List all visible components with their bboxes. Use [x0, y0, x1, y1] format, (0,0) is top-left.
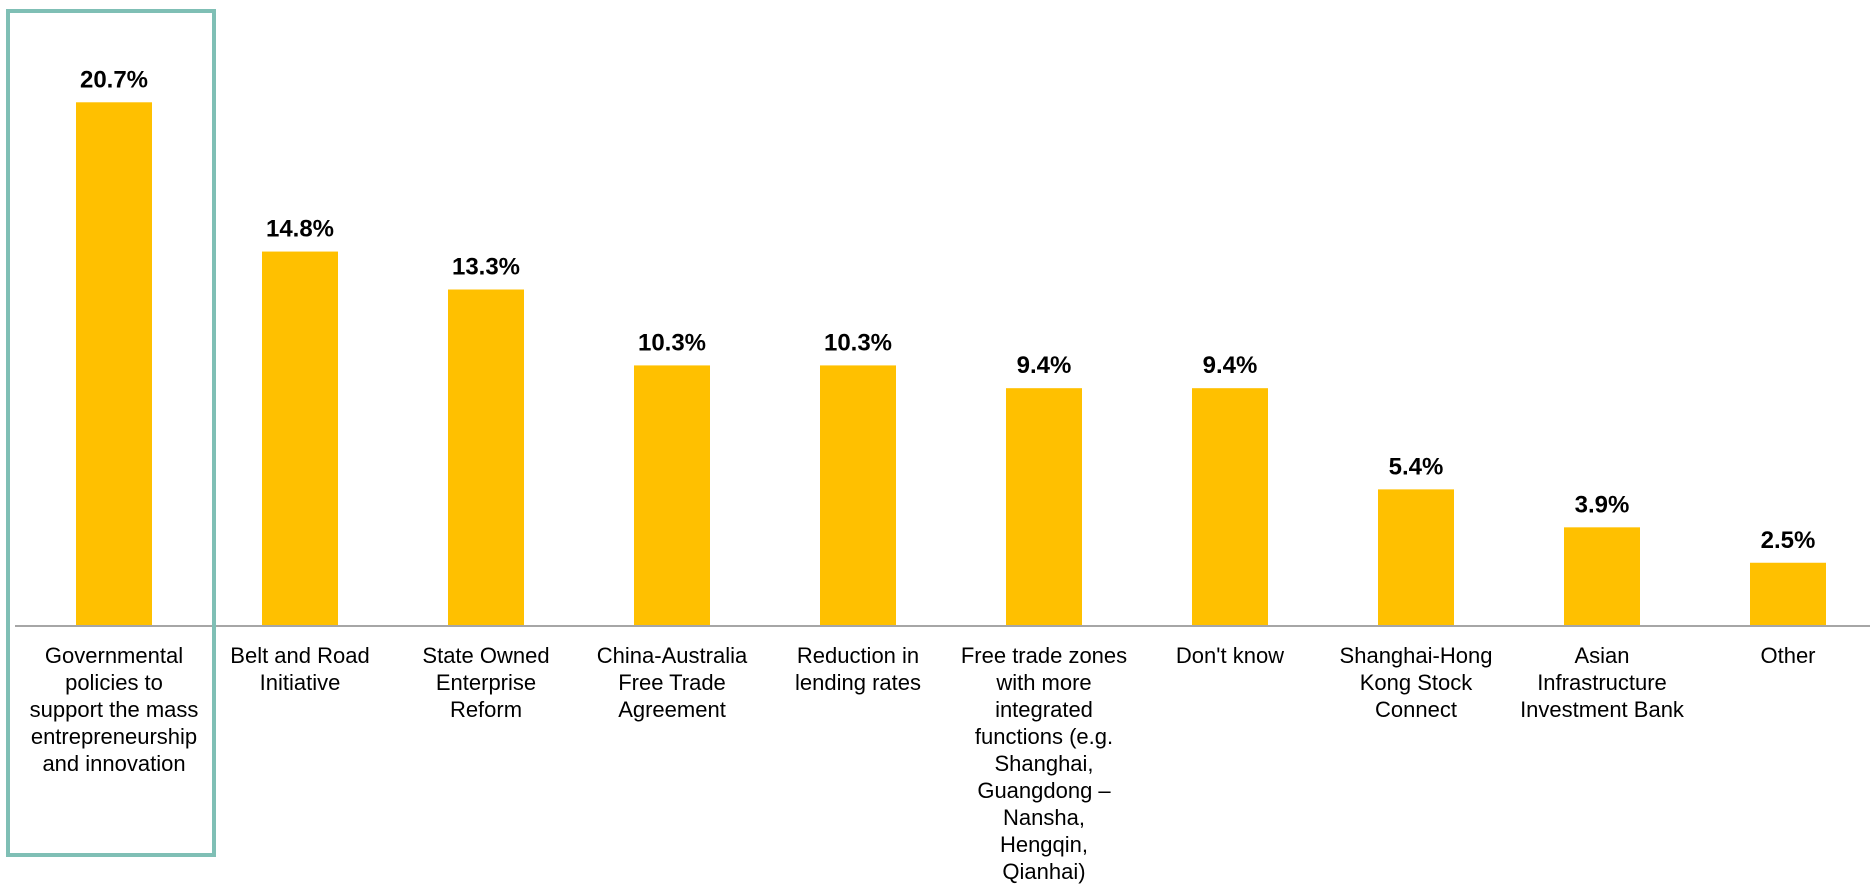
- bar: [448, 289, 524, 626]
- category-label-line: Nansha,: [1003, 805, 1085, 830]
- category-label-line: lending rates: [795, 670, 921, 695]
- bar: [1192, 388, 1268, 626]
- category-label: Don't know: [1137, 642, 1323, 669]
- category-label-line: entrepreneurship: [30, 724, 198, 749]
- category-label: Belt and Road Initiative: [207, 642, 393, 696]
- category-label-line: policies to: [65, 670, 163, 695]
- category-label-line: support the mass: [29, 697, 199, 722]
- category-label-line: Qianhai): [1002, 859, 1086, 884]
- bar: [820, 365, 896, 626]
- category-label-line: Don't know: [1175, 643, 1285, 668]
- category-label-line: Agreement: [618, 697, 726, 722]
- bar: [1750, 562, 1826, 626]
- category-label-line: State Owned: [422, 643, 550, 668]
- bar: [1564, 527, 1640, 626]
- category-label: Shanghai-Hong Kong Stock Connect: [1323, 642, 1509, 723]
- category-label: State Owned Enterprise Reform: [393, 642, 579, 723]
- category-label-line: Governmental: [44, 643, 184, 668]
- category-label-line: Reform: [449, 697, 523, 722]
- bar: [1006, 388, 1082, 626]
- bar-value-label: 13.3%: [452, 254, 520, 281]
- bar: [634, 365, 710, 626]
- category-label-line: integrated: [995, 697, 1093, 722]
- bar-value-label: 2.5%: [1761, 527, 1816, 554]
- bar-value-label: 20.7%: [80, 66, 148, 93]
- category-label-line: Infrastructure: [1537, 670, 1667, 695]
- category-label: Reduction in lending rates: [765, 642, 951, 696]
- category-label-line: Kong Stock: [1359, 670, 1473, 695]
- category-label-line: Guangdong –: [977, 778, 1111, 803]
- category-label-line: Belt and Road: [230, 643, 370, 668]
- category-label-line: Initiative: [259, 670, 341, 695]
- category-label-line: functions (e.g.: [974, 724, 1114, 749]
- bar-value-label: 5.4%: [1389, 453, 1444, 480]
- category-label: China-Australia Free Trade Agreement: [579, 642, 765, 723]
- category-label: Other: [1695, 642, 1870, 669]
- category-label-line: and innovation: [42, 751, 186, 776]
- bar-value-label: 10.3%: [638, 329, 706, 356]
- category-label: Governmental policies to support the mass e…: [21, 642, 207, 777]
- category-label-line: Asian: [1574, 643, 1630, 668]
- category-label-line: Other: [1760, 643, 1816, 668]
- bar-value-label: 14.8%: [266, 216, 334, 243]
- bars-layer: [76, 102, 1826, 627]
- category-label: Asian Infrastructure Investment Bank: [1509, 642, 1695, 723]
- category-label-line: with more: [996, 670, 1092, 695]
- category-label-line: Connect: [1375, 697, 1457, 722]
- category-label-line: Shanghai,: [994, 751, 1094, 776]
- bar-value-label: 10.3%: [824, 329, 892, 356]
- category-label-line: Free trade zones: [960, 643, 1128, 668]
- bar-value-label: 9.4%: [1017, 352, 1072, 379]
- category-label-line: Hengqin,: [999, 832, 1089, 857]
- category-label-line: Free Trade: [618, 670, 726, 695]
- bar: [76, 102, 152, 627]
- category-label-line: Investment Bank: [1520, 697, 1684, 722]
- bar-value-label: 3.9%: [1575, 491, 1630, 518]
- bar-value-label: 9.4%: [1203, 352, 1258, 379]
- category-label-line: Enterprise: [435, 670, 537, 695]
- category-label-line: Shanghai-Hong: [1339, 643, 1493, 668]
- bar: [262, 251, 338, 626]
- category-label: Free trade zones with more integrated funct…: [951, 642, 1137, 885]
- category-label-line: China-Australia: [596, 643, 748, 668]
- bar: [1378, 489, 1454, 626]
- value-labels-layer: 20.7% 14.8% 13.3% 10.3% 10.3% 9.4% 9.4% 5.4% 3.9…: [80, 66, 1815, 553]
- category-label-line: Reduction in: [796, 643, 920, 668]
